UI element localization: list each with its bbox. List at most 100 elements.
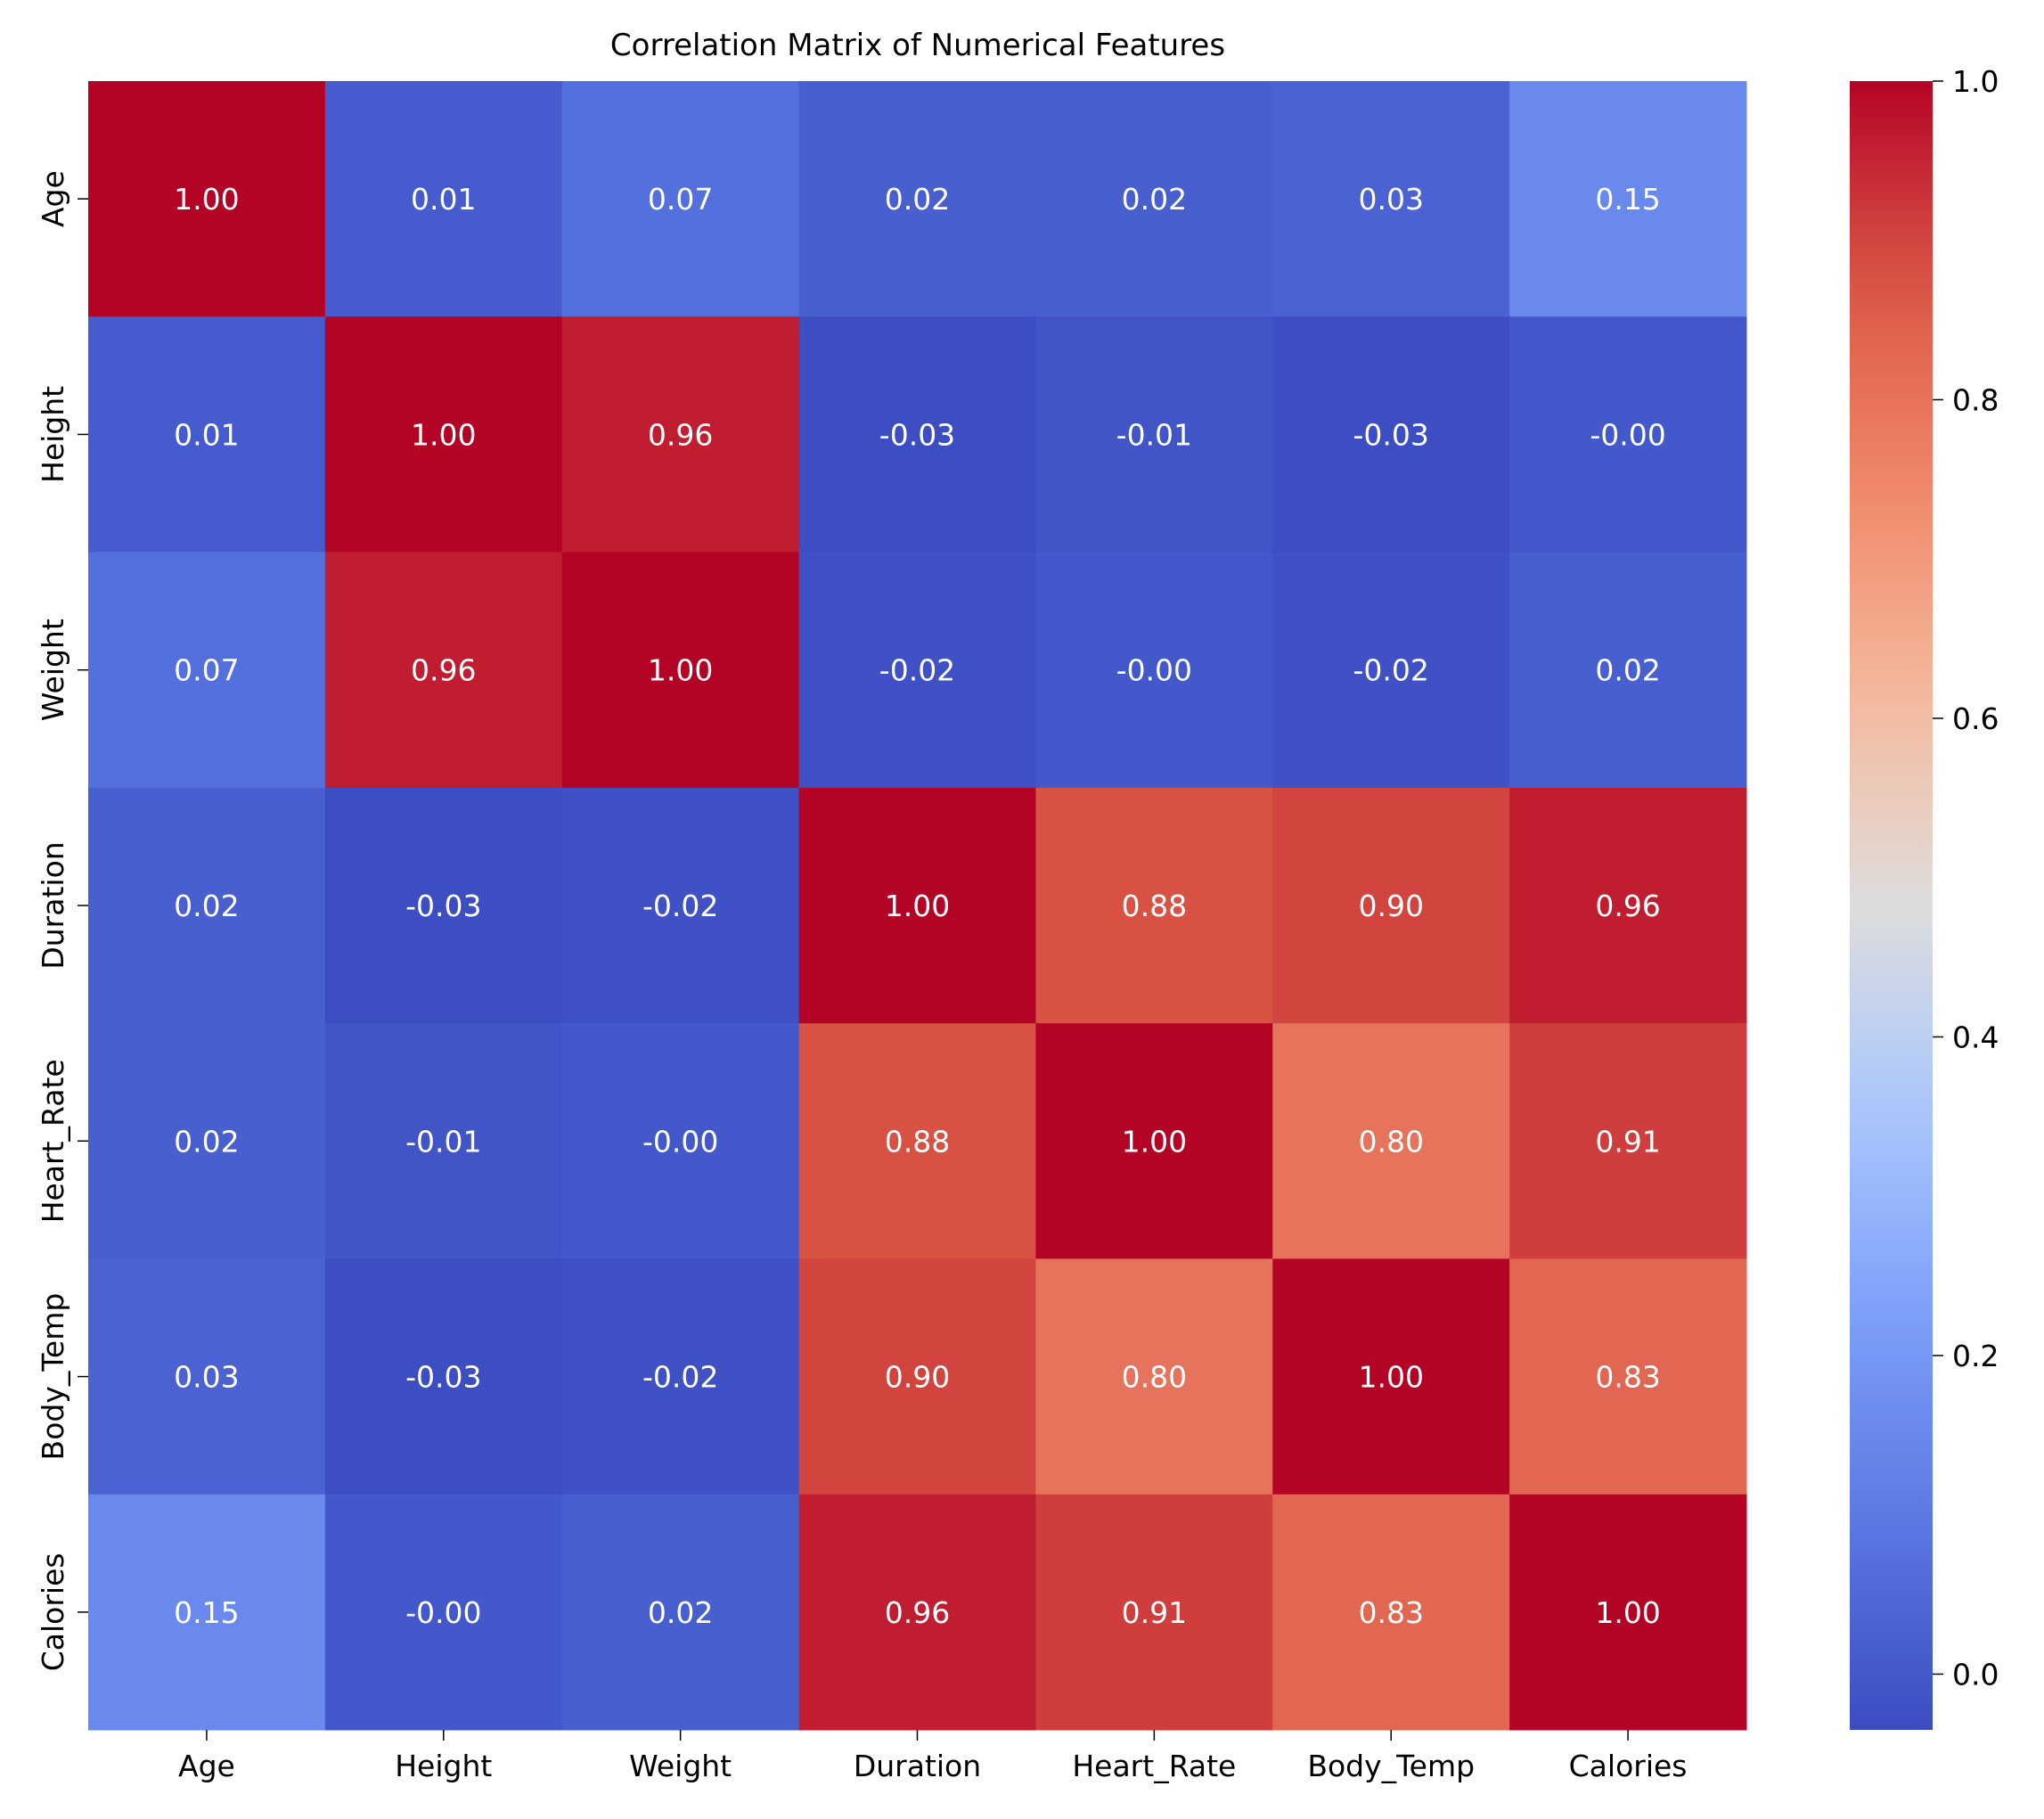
cell-annotation: 0.96 — [1595, 889, 1660, 923]
heatmap-cell — [88, 1023, 326, 1259]
heatmap-cell — [1509, 316, 1747, 553]
cell-annotation: 0.02 — [648, 1595, 713, 1630]
cell-annotation: 0.96 — [648, 417, 713, 452]
cell-annotation: 0.01 — [411, 182, 476, 217]
cell-annotation: -0.03 — [1353, 417, 1429, 452]
cell-annotation: 0.83 — [1595, 1360, 1660, 1395]
heatmap-cell — [1272, 1258, 1510, 1495]
heatmap-cell — [324, 81, 563, 317]
cell-annotation: 0.88 — [1122, 889, 1187, 923]
cell-annotation: 1.00 — [174, 182, 239, 217]
x-tick-label: Weight — [629, 1749, 732, 1783]
x-tick-label: Age — [178, 1749, 235, 1783]
heatmap-cell — [88, 1258, 326, 1495]
cell-annotation: 0.80 — [1358, 1124, 1423, 1159]
heatmap-cell — [1272, 81, 1510, 317]
heatmap-cell — [1035, 316, 1273, 553]
x-tick-label: Height — [395, 1749, 492, 1783]
cell-annotation: 0.83 — [1358, 1595, 1423, 1630]
y-tick-label: Body_Temp — [36, 1293, 70, 1461]
cell-annotation: 0.02 — [885, 182, 950, 217]
cell-annotation: -0.02 — [1353, 653, 1429, 688]
colorbar-tick-label: 1.0 — [1952, 64, 1999, 99]
heatmap-cell — [1509, 1494, 1747, 1731]
cell-annotation: 0.03 — [174, 1360, 239, 1395]
colorbar — [1850, 81, 1933, 1730]
cell-annotation: 0.01 — [174, 417, 239, 452]
cell-annotation: 0.91 — [1595, 1124, 1660, 1159]
heatmap-cell — [561, 1494, 800, 1731]
cell-annotation: 1.00 — [1595, 1595, 1660, 1630]
cell-annotation: -0.03 — [405, 1360, 481, 1395]
y-tick-label: Weight — [36, 619, 70, 721]
cell-annotation: 0.90 — [885, 1360, 950, 1395]
heatmap-cell — [798, 552, 1036, 789]
cell-annotation: 0.03 — [1358, 182, 1423, 217]
x-tick-label: Calories — [1569, 1749, 1688, 1783]
heatmap-cell — [1035, 552, 1273, 789]
cell-annotation: 0.91 — [1122, 1595, 1187, 1630]
heatmap-cell — [561, 552, 800, 789]
cell-annotation: -0.03 — [879, 417, 955, 452]
heatmap-cell — [798, 1258, 1036, 1495]
cell-annotation: -0.00 — [1116, 653, 1192, 688]
y-tick-label: Height — [36, 386, 70, 483]
colorbar-tick-label: 0.6 — [1952, 701, 1999, 736]
heatmap-cell — [1272, 1023, 1510, 1259]
colorbar-tick-label: 0.8 — [1952, 382, 1999, 417]
cell-annotation: 0.02 — [174, 889, 239, 923]
heatmap-cell — [1035, 787, 1273, 1024]
cell-annotation: 0.07 — [174, 653, 239, 688]
cell-annotation: -0.00 — [405, 1595, 481, 1630]
heatmap-cell — [561, 787, 800, 1024]
cell-annotation: 0.15 — [174, 1595, 239, 1630]
cell-annotation: 1.00 — [1122, 1124, 1187, 1159]
cell-annotation: -0.02 — [879, 653, 955, 688]
heatmap-cell — [88, 1494, 326, 1731]
heatmap-cell — [1272, 552, 1510, 789]
heatmap-cell — [561, 316, 800, 553]
heatmap-cell — [324, 1494, 563, 1731]
cell-annotation: 1.00 — [411, 417, 476, 452]
cell-annotation: 0.07 — [648, 182, 713, 217]
x-tick-label: Heart_Rate — [1072, 1749, 1236, 1783]
y-tick-label: Age — [36, 170, 70, 227]
cell-annotation: 1.00 — [1358, 1360, 1423, 1395]
colorbar-tick-label: 0.0 — [1952, 1657, 1999, 1692]
cell-annotation: -0.01 — [405, 1124, 481, 1159]
heatmap-cell — [324, 1023, 563, 1259]
heatmap-cell — [324, 1258, 563, 1495]
heatmap-cell — [1509, 1258, 1747, 1495]
heatmap-cell — [1035, 1023, 1273, 1259]
heatmap-cell — [1509, 81, 1747, 317]
heatmap-cell — [324, 552, 563, 789]
cell-annotation: -0.00 — [642, 1124, 718, 1159]
heatmap-cell — [798, 316, 1036, 553]
heatmap-cell — [798, 1494, 1036, 1731]
heatmap-cell — [798, 1023, 1036, 1259]
cell-annotation: -0.00 — [1590, 417, 1665, 452]
heatmap-cell — [1509, 787, 1747, 1024]
heatmap-cell — [1035, 1494, 1273, 1731]
cell-annotation: 0.02 — [1122, 182, 1187, 217]
heatmap-cell — [561, 1023, 800, 1259]
heatmap-cell — [88, 316, 326, 553]
colorbar-tick-label: 0.2 — [1952, 1339, 1999, 1373]
cell-annotation: 0.80 — [1122, 1360, 1187, 1395]
cell-annotation: 0.02 — [1595, 653, 1660, 688]
heatmap-cell — [561, 81, 800, 317]
cell-annotation: -0.03 — [405, 889, 481, 923]
cell-annotation: 1.00 — [885, 889, 950, 923]
heatmap-cell — [1272, 316, 1510, 553]
heatmap-cell — [1272, 787, 1510, 1024]
heatmap-cell — [88, 787, 326, 1024]
cell-annotation: -0.02 — [642, 1360, 718, 1395]
y-tick-label: Calories — [36, 1553, 70, 1671]
cell-annotation: -0.02 — [642, 889, 718, 923]
cell-annotation: -0.01 — [1116, 417, 1192, 452]
heatmap-cell — [88, 81, 326, 317]
heatmap-cell — [1509, 552, 1747, 789]
cell-annotation: 0.02 — [174, 1124, 239, 1159]
heatmap-cell — [561, 1258, 800, 1495]
